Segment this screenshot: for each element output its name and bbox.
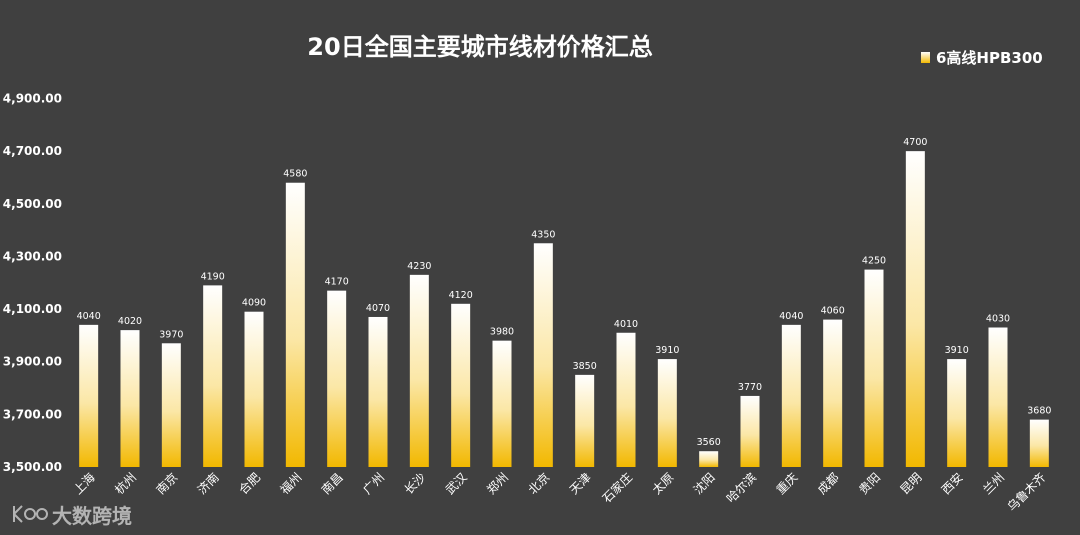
bar-西安 xyxy=(947,359,967,467)
bar-济南 xyxy=(203,285,223,467)
x-axis: 上海 杭州 南京 济南 合肥 福州 南昌 广州 长沙 武汉 郑州 北京 天津 石家庄 太原 沈阳 哈尔滨 重庆 成都… xyxy=(70,470,1048,515)
watermark: 大数跨境 xyxy=(13,504,132,528)
bar-乌鲁木齐 xyxy=(1029,419,1049,467)
data-label: 4090 xyxy=(242,298,266,309)
data-label: 3970 xyxy=(159,329,183,340)
bar-北京 xyxy=(533,243,553,467)
chart-title: 20日全国主要城市线材价格汇总 xyxy=(307,33,652,61)
watermark-text: 大数跨境 xyxy=(52,504,132,528)
bar-南京 xyxy=(161,343,181,467)
x-tick-label: 成都 xyxy=(815,470,842,497)
data-label: 4350 xyxy=(531,229,555,240)
y-tick-label: 3,900.00 xyxy=(3,355,62,369)
bar-广州 xyxy=(368,316,388,467)
data-label: 4120 xyxy=(449,290,473,301)
bar-长沙 xyxy=(409,274,429,467)
data-label: 4030 xyxy=(986,313,1010,324)
data-label: 3850 xyxy=(573,361,597,372)
bar-哈尔滨 xyxy=(740,395,760,467)
x-tick-label: 福州 xyxy=(277,470,305,498)
bar-合肥 xyxy=(244,311,264,467)
bar-郑州 xyxy=(492,340,512,467)
x-tick-label: 长沙 xyxy=(402,470,429,497)
data-label: 4700 xyxy=(903,137,927,148)
data-label: 3910 xyxy=(655,345,679,356)
x-tick-label: 天津 xyxy=(567,470,594,497)
x-tick-label: 哈尔滨 xyxy=(723,470,759,506)
data-label: 3980 xyxy=(490,327,514,338)
y-axis: 3,500.00 3,700.00 3,900.00 4,100.00 4,300.00… xyxy=(3,92,62,475)
bar-重庆 xyxy=(781,324,801,467)
data-label: 4190 xyxy=(201,271,225,282)
data-label: 4010 xyxy=(614,319,638,330)
x-tick-label: 郑州 xyxy=(484,470,512,498)
watermark-logo-icon xyxy=(13,505,48,523)
data-label: 4020 xyxy=(118,316,142,327)
legend-swatch xyxy=(921,52,930,63)
x-tick-label: 昆明 xyxy=(898,470,925,497)
data-label: 3560 xyxy=(697,437,721,448)
data-label: 4040 xyxy=(779,311,803,322)
bar-太原 xyxy=(657,359,677,467)
data-label: 4250 xyxy=(862,256,886,267)
data-label: 3680 xyxy=(1027,406,1051,417)
data-labels: 4040 4020 3970 4190 4090 4580 4170 4070 4230 4120… xyxy=(77,137,1052,448)
y-tick-label: 3,500.00 xyxy=(3,460,62,474)
x-tick-label: 沈阳 xyxy=(690,470,718,498)
x-tick-label: 太原 xyxy=(649,470,677,498)
y-tick-label: 4,700.00 xyxy=(3,144,62,158)
legend-label: 6高线HPB300 xyxy=(936,49,1043,67)
data-label: 4580 xyxy=(283,169,307,180)
bar-天津 xyxy=(575,374,595,467)
x-tick-label: 石家庄 xyxy=(599,470,635,506)
x-tick-label: 南昌 xyxy=(318,470,346,498)
data-label: 4060 xyxy=(821,306,845,317)
bar-南昌 xyxy=(327,290,347,467)
x-tick-label: 乌鲁木齐 xyxy=(1004,470,1049,515)
bar-福州 xyxy=(285,182,305,467)
y-tick-label: 3,700.00 xyxy=(3,407,62,421)
bar-上海 xyxy=(79,324,99,467)
bar-杭州 xyxy=(120,330,140,467)
bar-石家庄 xyxy=(616,332,636,467)
y-tick-label: 4,100.00 xyxy=(3,302,62,316)
y-tick-label: 4,500.00 xyxy=(3,197,62,211)
bar-兰州 xyxy=(988,327,1008,467)
x-tick-label: 贵阳 xyxy=(856,470,883,497)
x-tick-label: 武汉 xyxy=(443,470,470,497)
data-label: 4170 xyxy=(325,277,349,288)
bar-沈阳 xyxy=(699,451,719,467)
bars xyxy=(79,151,1049,467)
x-tick-label: 西安 xyxy=(938,470,966,498)
bar-成都 xyxy=(823,319,843,467)
x-tick-label: 兰州 xyxy=(980,470,1007,497)
bar-贵阳 xyxy=(864,269,884,467)
legend: 6高线HPB300 xyxy=(921,49,1043,67)
x-tick-label: 济南 xyxy=(194,470,222,498)
x-tick-label: 上海 xyxy=(70,470,98,498)
data-label: 3910 xyxy=(945,345,969,356)
data-label: 3770 xyxy=(738,382,762,393)
x-tick-label: 杭州 xyxy=(112,470,140,498)
y-tick-label: 4,900.00 xyxy=(3,92,62,106)
x-tick-label: 南京 xyxy=(153,470,181,498)
bar-武汉 xyxy=(451,303,471,467)
x-tick-label: 合肥 xyxy=(236,470,264,498)
bar-昆明 xyxy=(905,151,925,467)
data-label: 4230 xyxy=(407,261,431,272)
x-tick-label: 重庆 xyxy=(774,470,801,497)
y-tick-label: 4,300.00 xyxy=(3,249,62,263)
data-label: 4070 xyxy=(366,303,390,314)
data-label: 4040 xyxy=(77,311,101,322)
x-tick-label: 广州 xyxy=(360,470,387,497)
x-tick-label: 北京 xyxy=(526,470,553,497)
